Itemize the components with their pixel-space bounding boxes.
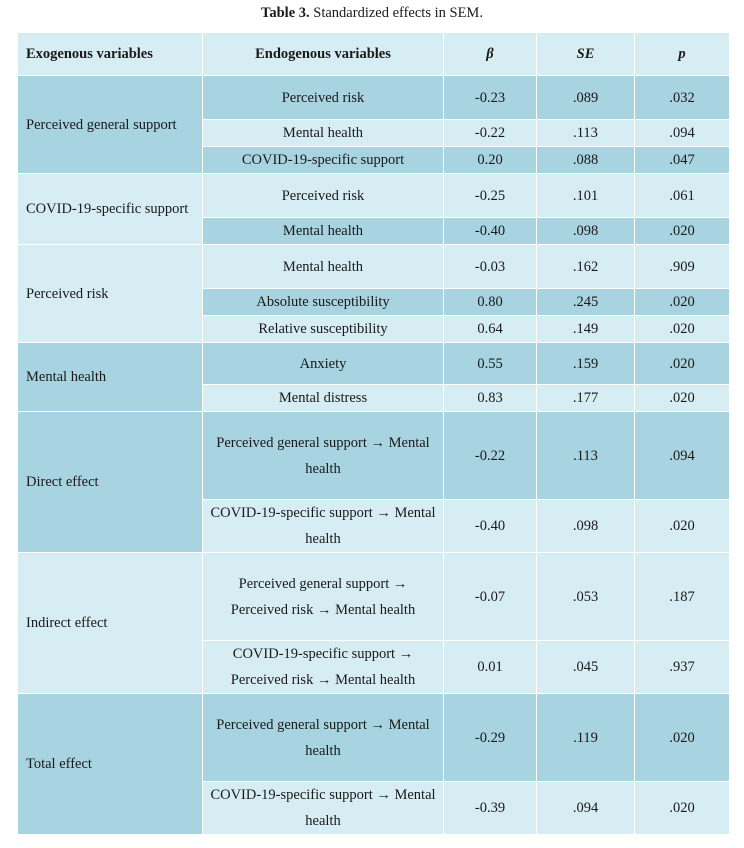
header-se: SE bbox=[536, 32, 635, 76]
caption-text: Standardized effects in SEM. bbox=[309, 5, 483, 21]
endogenous-cell: Mental distress bbox=[202, 384, 444, 412]
endogenous-cell: Perceived general support → Mental healt… bbox=[202, 411, 444, 500]
p-cell: .020 bbox=[634, 781, 730, 835]
se-cell: .101 bbox=[536, 173, 635, 218]
endogenous-cell: COVID-19-specific support → Mental healt… bbox=[202, 499, 444, 553]
se-cell: .098 bbox=[536, 499, 635, 553]
se-cell: .177 bbox=[536, 384, 635, 412]
se-cell: .094 bbox=[536, 781, 635, 835]
beta-cell: 0.20 bbox=[443, 146, 537, 174]
endogenous-cell: Perceived risk bbox=[202, 75, 444, 120]
sem-effects-table: Exogenous variables Endogenous variables… bbox=[17, 32, 730, 835]
p-cell: .094 bbox=[634, 119, 730, 147]
beta-cell: 0.80 bbox=[443, 288, 537, 316]
se-cell: .159 bbox=[536, 342, 635, 385]
beta-cell: -0.23 bbox=[443, 75, 537, 120]
table-row: Perceived general support Perceived risk -… bbox=[17, 75, 730, 174]
beta-cell: 0.55 bbox=[443, 342, 537, 385]
se-cell: .245 bbox=[536, 288, 635, 316]
endogenous-cell: Perceived general support → Perceived ri… bbox=[202, 552, 444, 641]
beta-cell: -0.22 bbox=[443, 411, 537, 500]
beta-cell: -0.40 bbox=[443, 217, 537, 245]
endogenous-cell: Anxiety bbox=[202, 342, 444, 385]
p-cell: .909 bbox=[634, 244, 730, 289]
endogenous-cell: COVID-19-specific support → Perceived ri… bbox=[202, 640, 444, 694]
table-row: Mental distress 0.83.177.020 bbox=[18, 384, 730, 412]
exogenous-cell: Indirect effect bbox=[17, 552, 203, 694]
p-cell: .032 bbox=[634, 75, 730, 120]
endogenous-cell: Mental health bbox=[202, 119, 444, 147]
se-cell: .053 bbox=[536, 552, 635, 641]
endogenous-cell: Perceived risk bbox=[202, 173, 444, 218]
exogenous-cell: Direct effect bbox=[17, 411, 203, 553]
endogenous-cell: COVID-19-specific support bbox=[202, 146, 444, 174]
exogenous-cell: Perceived risk bbox=[17, 244, 203, 343]
se-cell: .149 bbox=[536, 315, 635, 343]
exogenous-cell: Mental health bbox=[17, 342, 203, 412]
table-row: Perceived risk Mental health -0.03.162.909 bbox=[17, 244, 730, 343]
beta-cell: -0.29 bbox=[443, 693, 537, 782]
se-cell: .113 bbox=[536, 411, 635, 500]
exogenous-cell: Perceived general support bbox=[17, 75, 203, 174]
se-cell: .119 bbox=[536, 693, 635, 782]
header-beta: β bbox=[443, 32, 537, 76]
table-row: COVID-19-specific support Perceived risk -… bbox=[17, 173, 730, 245]
p-cell: .061 bbox=[634, 173, 730, 218]
beta-cell: -0.03 bbox=[443, 244, 537, 289]
p-cell: .020 bbox=[634, 288, 730, 316]
p-cell: .020 bbox=[634, 217, 730, 245]
p-cell: .937 bbox=[634, 640, 730, 694]
se-cell: .089 bbox=[536, 75, 635, 120]
exogenous-cell: Total effect bbox=[17, 693, 203, 835]
table-row: Indirect effect Perceived general support… bbox=[17, 552, 730, 694]
exogenous-cell: COVID-19-specific support bbox=[17, 173, 203, 245]
beta-cell: -0.22 bbox=[443, 119, 537, 147]
endogenous-cell: Mental health bbox=[202, 217, 444, 245]
p-cell: .047 bbox=[634, 146, 730, 174]
p-cell: .187 bbox=[634, 552, 730, 641]
table-row: Mental health Anxiety 0.55.159.020 bbox=[17, 342, 730, 412]
p-cell: .020 bbox=[634, 384, 730, 412]
header-p: p bbox=[634, 32, 730, 76]
beta-cell: 0.83 bbox=[443, 384, 537, 412]
p-cell: .020 bbox=[634, 342, 730, 385]
endogenous-cell: Mental health bbox=[202, 244, 444, 289]
table-row: Absolute susceptibility 0.80.245.020 bbox=[18, 288, 730, 316]
table-row: Mental health -0.40.098.020 bbox=[18, 217, 730, 245]
beta-cell: 0.01 bbox=[443, 640, 537, 694]
header-row: Exogenous variables Endogenous variables… bbox=[17, 32, 730, 76]
beta-cell: -0.07 bbox=[443, 552, 537, 641]
endogenous-cell: COVID-19-specific support → Mental healt… bbox=[202, 781, 444, 835]
se-cell: .162 bbox=[536, 244, 635, 289]
header-endogenous: Endogenous variables bbox=[202, 32, 444, 76]
endogenous-cell: Perceived general support → Mental healt… bbox=[202, 693, 444, 782]
p-cell: .020 bbox=[634, 693, 730, 782]
table-row: Total effect Perceived general support → … bbox=[17, 693, 730, 835]
p-cell: .020 bbox=[634, 315, 730, 343]
table-caption: Table 3. Standardized effects in SEM. bbox=[0, 5, 744, 22]
p-cell: .020 bbox=[634, 499, 730, 553]
beta-cell: -0.25 bbox=[443, 173, 537, 218]
endogenous-cell: Relative susceptibility bbox=[202, 315, 444, 343]
table-row: COVID-19-specific support → Mental healt… bbox=[18, 499, 730, 553]
header-exogenous: Exogenous variables bbox=[17, 32, 203, 76]
table-row: COVID-19-specific support → Perceived ri… bbox=[18, 640, 730, 694]
se-cell: .098 bbox=[536, 217, 635, 245]
table-row: COVID-19-specific support → Mental healt… bbox=[18, 781, 730, 835]
beta-cell: 0.64 bbox=[443, 315, 537, 343]
endogenous-cell: Absolute susceptibility bbox=[202, 288, 444, 316]
se-cell: .045 bbox=[536, 640, 635, 694]
beta-cell: -0.39 bbox=[443, 781, 537, 835]
table-row: Direct effect Perceived general support →… bbox=[17, 411, 730, 553]
se-cell: .088 bbox=[536, 146, 635, 174]
p-cell: .094 bbox=[634, 411, 730, 500]
table-row: Mental health -0.22.113.094 bbox=[18, 119, 730, 147]
se-cell: .113 bbox=[536, 119, 635, 147]
table-row: COVID-19-specific support 0.20.088.047 bbox=[18, 146, 730, 174]
table-body: Perceived general support Perceived risk -… bbox=[17, 75, 730, 835]
caption-label: Table 3. bbox=[261, 5, 310, 21]
beta-cell: -0.40 bbox=[443, 499, 537, 553]
